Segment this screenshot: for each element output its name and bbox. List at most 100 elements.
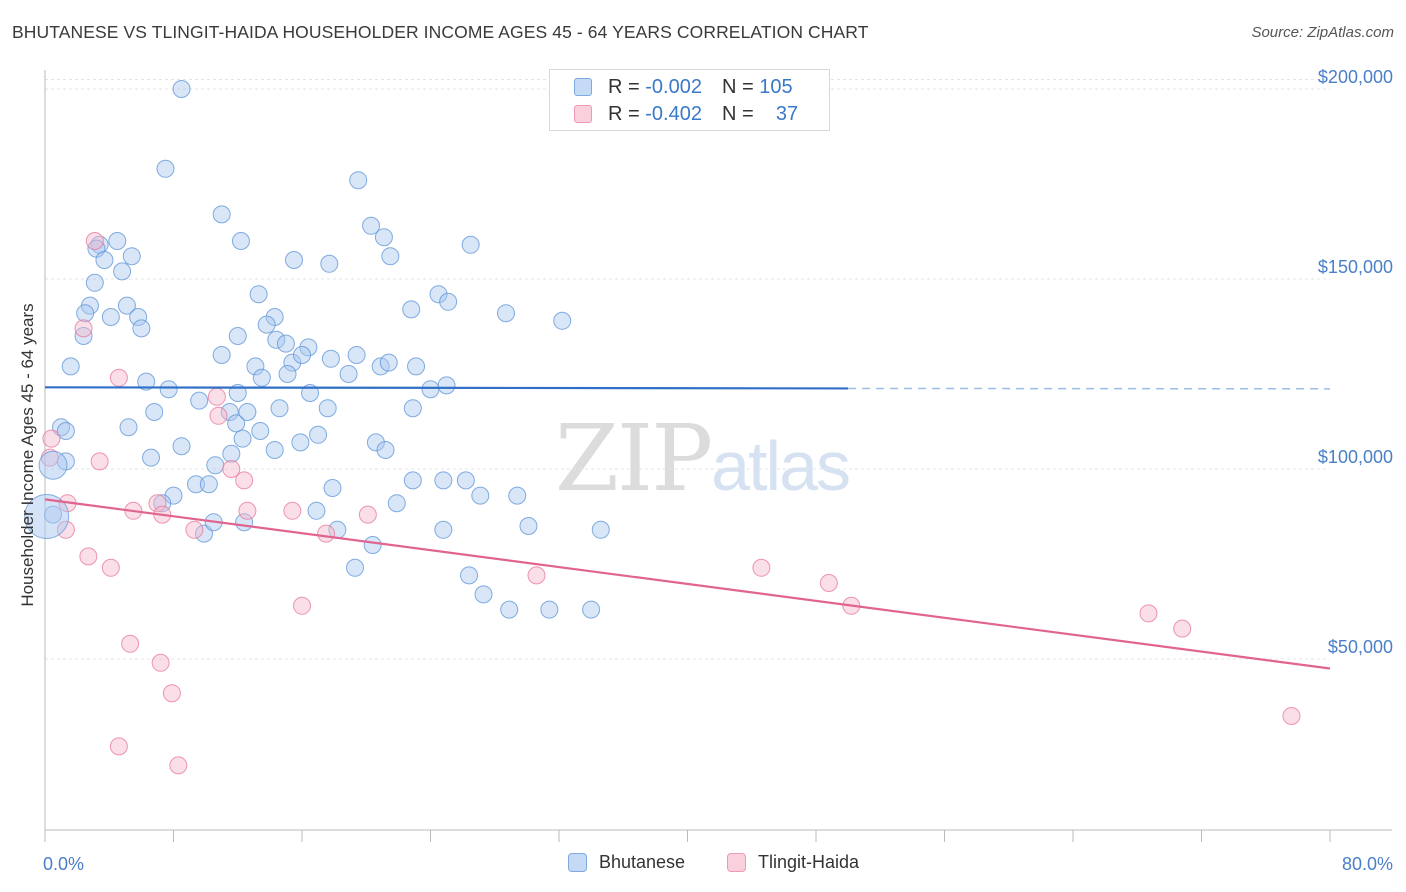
- point-bhutanese: [366, 433, 385, 452]
- point-bhutanese: [434, 471, 453, 490]
- point-bhutanese: [429, 285, 448, 304]
- point-bhutanese: [206, 456, 225, 475]
- point-bhutanese: [119, 418, 138, 437]
- point-bhutanese: [142, 448, 161, 467]
- point-bhutanese: [61, 357, 80, 376]
- point-bhutanese: [220, 403, 239, 421]
- y-tick-label: $50,000: [1328, 637, 1393, 657]
- point-bhutanese: [227, 414, 246, 433]
- watermark-zip: ZIP: [555, 405, 713, 512]
- point-tlingit-haida: [185, 520, 204, 539]
- legend-r-label: R =: [608, 102, 640, 125]
- series-label-bhutanese: Bhutanese: [599, 852, 686, 872]
- point-bhutanese: [270, 399, 289, 418]
- x-tick-label: 80.0%: [1342, 854, 1393, 874]
- y-axis-title: Householder Income Ages 45 - 64 years: [18, 303, 37, 606]
- point-tlingit-haida: [358, 505, 377, 524]
- point-tlingit-haida: [527, 566, 546, 585]
- point-bhutanese: [159, 380, 178, 399]
- point-bhutanese: [212, 205, 231, 224]
- point-tlingit-haida: [238, 501, 257, 520]
- series-label-tlingit-haida: Tlingit-Haida: [758, 852, 860, 872]
- point-bhutanese: [346, 558, 365, 577]
- point-bhutanese: [349, 171, 368, 190]
- y-tick-label: $100,000: [1318, 447, 1393, 467]
- point-bhutanese: [376, 441, 395, 459]
- watermark-atlas: atlas: [711, 427, 851, 505]
- point-bhutanese: [434, 520, 453, 539]
- point-tlingit-haida: [121, 634, 140, 653]
- legend-n-label: N =: [721, 75, 754, 98]
- point-tlingit-haida: [819, 574, 838, 592]
- point-bhutanese: [299, 338, 318, 357]
- point-bhutanese: [456, 471, 475, 490]
- point-bhutanese: [137, 372, 156, 391]
- trend-line-tlingit-haida: [44, 498, 1331, 670]
- point-tlingit-haida: [209, 406, 228, 425]
- point-bhutanese: [186, 475, 205, 494]
- point-bhutanese: [238, 403, 257, 421]
- point-bhutanese: [309, 425, 328, 444]
- series-legend-tlingit-haida[interactable]: Tlingit-Haida: [727, 852, 859, 873]
- point-tlingit-haida: [79, 547, 98, 566]
- point-bhutanese: [252, 368, 271, 387]
- point-bhutanese: [318, 399, 337, 418]
- point-bhutanese: [212, 346, 231, 364]
- legend-r-label: R =: [608, 75, 640, 98]
- point-bhutanese: [508, 486, 527, 505]
- point-bhutanese: [172, 80, 191, 98]
- point-bhutanese: [265, 441, 284, 459]
- point-bhutanese: [379, 353, 398, 372]
- point-bhutanese: [278, 365, 297, 383]
- point-bhutanese: [421, 380, 440, 399]
- point-bhutanese: [347, 346, 366, 364]
- point-bhutanese: [402, 300, 421, 319]
- point-tlingit-haida: [109, 368, 128, 387]
- point-tlingit-haida: [42, 429, 61, 448]
- point-tlingit-haida: [151, 653, 170, 672]
- point-bhutanese: [363, 536, 382, 554]
- point-bhutanese: [233, 429, 252, 448]
- point-bhutanese: [145, 403, 164, 421]
- point-bhutanese: [95, 251, 114, 269]
- point-bhutanese: [231, 232, 250, 250]
- point-tlingit-haida: [90, 452, 109, 471]
- correlation-legend: R = -0.002 N = 105 R = -0.402 N = 37: [549, 69, 830, 131]
- point-bhutanese: [307, 501, 326, 520]
- point-bhutanese: [101, 308, 120, 326]
- point-bhutanese: [407, 357, 426, 376]
- point-bhutanese: [129, 308, 148, 326]
- point-tlingit-haida: [1282, 707, 1301, 725]
- watermark: ZIPatlas: [555, 405, 851, 512]
- point-tlingit-haida: [85, 232, 104, 250]
- series-legend: Bhutanese Tlingit-Haida: [0, 852, 1406, 876]
- axis-labels: $50,000 $100,000 $150,000 $200,000 0.0% 80.0%…: [18, 67, 1393, 874]
- legend-r-value: -0.402: [645, 102, 702, 125]
- trend-line-bhutanese: [44, 386, 849, 390]
- point-tlingit-haida: [207, 387, 226, 406]
- point-bhutanese: [56, 422, 75, 440]
- point-bhutanese: [403, 471, 422, 490]
- point-tlingit-haida: [293, 596, 311, 615]
- legend-row-tlingit-haida: R = -0.402 N = 37: [574, 102, 798, 126]
- point-bhutanese: [321, 349, 340, 368]
- point-bhutanese: [439, 292, 458, 311]
- point-bhutanese: [117, 296, 136, 315]
- point-tlingit-haida: [283, 501, 302, 520]
- grid-lines: [45, 79, 1330, 660]
- series-legend-bhutanese[interactable]: Bhutanese: [568, 852, 685, 873]
- point-bhutanese: [113, 262, 132, 281]
- point-bhutanese: [461, 235, 480, 254]
- point-bhutanese: [291, 433, 310, 452]
- point-bhutanese: [381, 247, 400, 266]
- point-bhutanese: [519, 517, 538, 535]
- point-bhutanese: [591, 520, 610, 539]
- point-bhutanese: [132, 319, 151, 338]
- point-bhutanese: [222, 444, 241, 463]
- point-bhutanese: [403, 399, 422, 418]
- point-bhutanese: [199, 475, 218, 494]
- point-bhutanese-large: [38, 450, 68, 480]
- point-tlingit-haida: [1173, 619, 1192, 638]
- point-bhutanese: [474, 585, 493, 604]
